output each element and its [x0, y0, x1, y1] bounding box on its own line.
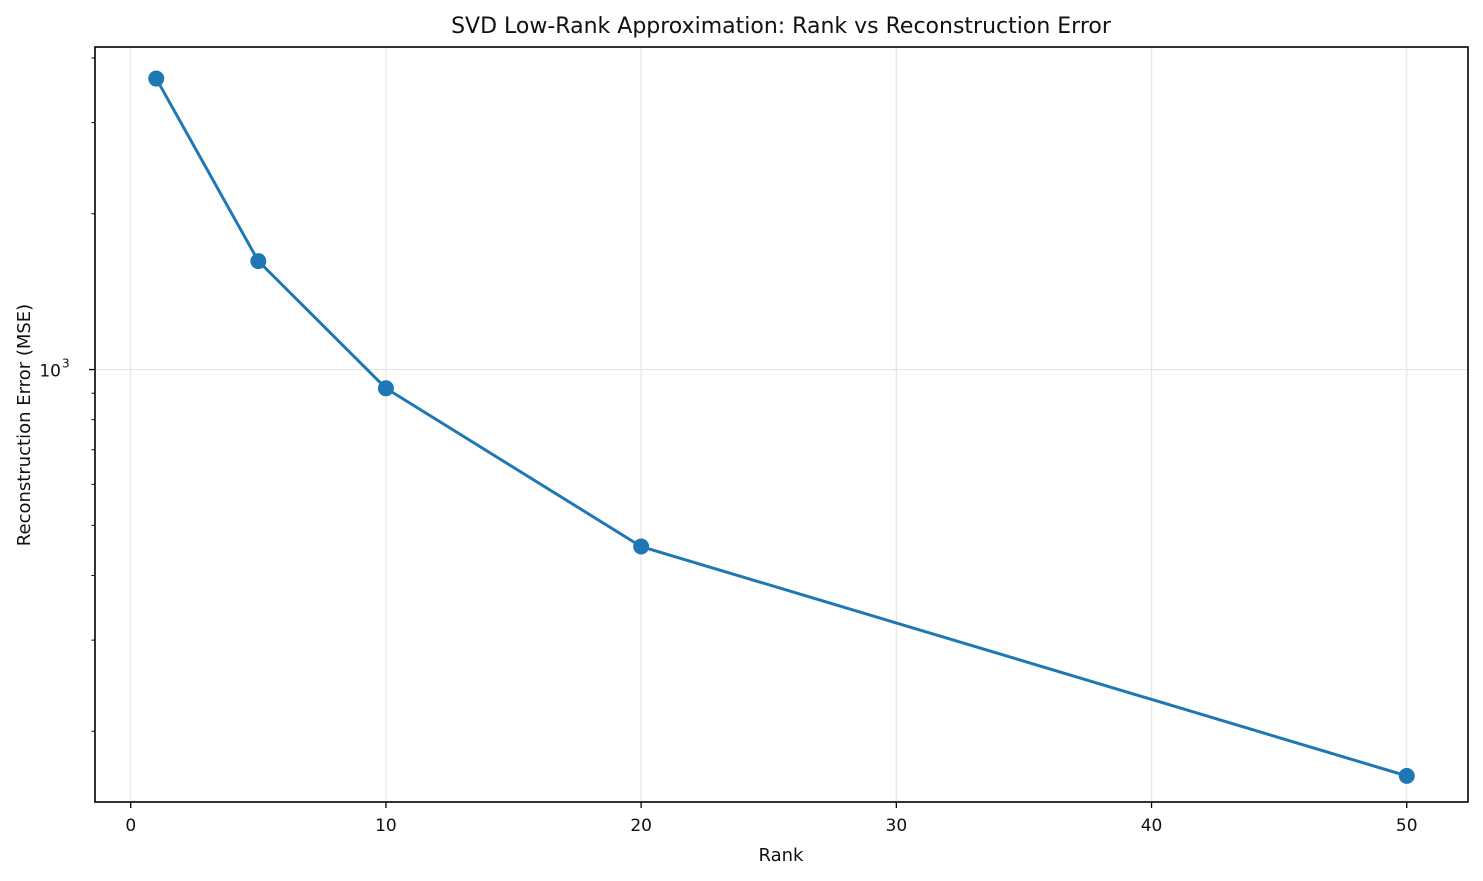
x-tick-label-0: 0	[125, 816, 136, 836]
x-axis-ticks: 0 10 20 30 40 50	[125, 802, 1418, 836]
chart-title: SVD Low-Rank Approximation: Rank vs Reco…	[451, 14, 1112, 39]
x-tick-label-4: 40	[1141, 816, 1163, 836]
x-axis-title: Rank	[759, 845, 805, 866]
y-tick-label-base-0: 10	[39, 362, 61, 382]
series-layer	[148, 70, 1415, 784]
x-tick-label-5: 50	[1396, 816, 1418, 836]
data-point-0-4	[1398, 767, 1415, 784]
y-axis-ticks: 10 3	[39, 57, 95, 732]
y-tick-label-exponent-0: 3	[62, 357, 70, 371]
data-point-0-3	[633, 538, 650, 555]
x-tick-label-1: 10	[375, 816, 397, 836]
data-point-0-0	[148, 70, 165, 87]
data-point-0-2	[377, 380, 394, 397]
data-point-0-1	[250, 253, 267, 270]
x-tick-label-2: 20	[630, 816, 652, 836]
x-tick-label-3: 30	[886, 816, 908, 836]
grid-layer	[95, 47, 1468, 802]
y-axis-title: Reconstruction Error (MSE)	[14, 304, 35, 546]
plot-frame	[94, 46, 1469, 803]
series-line-0	[154, 77, 1409, 778]
